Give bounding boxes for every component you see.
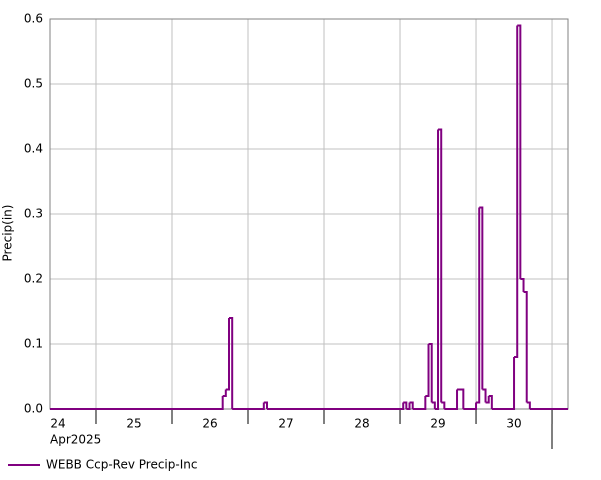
precip-step [514, 25, 519, 358]
y-tick-label: 0.6 [24, 12, 43, 26]
precip-step [229, 317, 234, 409]
precip-step [267, 402, 405, 410]
x-tick-label: 30 [506, 417, 521, 431]
precip-step [406, 402, 411, 410]
precip-step [412, 396, 427, 410]
precip-step [457, 388, 465, 409]
precip-step [263, 401, 269, 409]
x-tick-label: 29 [430, 417, 445, 431]
y-tick-label: 0.5 [24, 77, 43, 91]
precip-step [441, 401, 446, 409]
y-axis-label: Precip(in) [1, 205, 15, 262]
precip-step [520, 278, 525, 292]
y-tick-label: 0.0 [24, 402, 43, 416]
precip-step [232, 402, 265, 410]
precip-step [485, 396, 490, 404]
precip-step [523, 291, 528, 403]
x-tick-label: 28 [354, 417, 369, 431]
x-tick-label: 25 [126, 417, 141, 431]
y-tick-label: 0.4 [24, 142, 43, 156]
x-period-label: Apr2025 [50, 433, 101, 447]
precip-step [428, 343, 433, 403]
precip-step [50, 396, 224, 410]
precip-step [526, 401, 531, 409]
y-tick-label: 0.2 [24, 272, 43, 286]
y-tick-label: 0.3 [24, 207, 43, 221]
x-tick-label: 27 [278, 417, 293, 431]
precip-step [434, 129, 440, 410]
precip-step [431, 401, 436, 409]
precip-step [482, 388, 487, 403]
precip-step [476, 207, 481, 404]
y-tick-label: 0.1 [24, 337, 43, 351]
precip-step [425, 344, 430, 397]
precip-step [225, 318, 231, 391]
precip-step [463, 402, 478, 410]
legend-label: WEBB Ccp-Rev Precip-Inc [46, 458, 197, 472]
x-tick-label: 24 [50, 417, 65, 431]
precip-step [488, 395, 493, 409]
precip-step [403, 401, 408, 409]
precip-step [491, 357, 516, 410]
x-tick-label: 26 [202, 417, 217, 431]
precip-step [222, 389, 227, 397]
precip-step [517, 24, 522, 279]
precip-step [444, 389, 459, 410]
precip-step [409, 401, 414, 409]
precip-step [438, 128, 443, 403]
precip-step [479, 206, 484, 390]
